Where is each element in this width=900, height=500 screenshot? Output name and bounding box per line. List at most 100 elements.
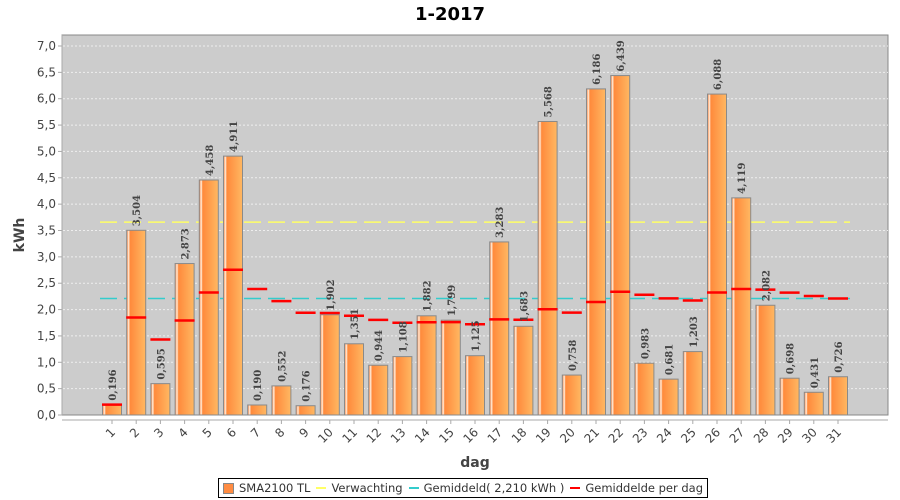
legend-item-verwachting: Verwachting (316, 481, 403, 495)
data-label: 2,082 (761, 270, 772, 301)
x-tick-label: 15 (436, 425, 457, 446)
legend-swatch-line (408, 487, 419, 489)
x-tick-label: 7 (248, 425, 263, 440)
x-tick-label: 30 (799, 425, 820, 446)
bar (223, 155, 243, 416)
x-tick-label: 11 (339, 425, 360, 446)
x-tick-label: 25 (678, 425, 699, 446)
bar (779, 377, 800, 416)
data-label: 0,698 (786, 343, 797, 374)
legend-swatch-line (570, 487, 581, 489)
x-tick-label: 20 (557, 425, 578, 446)
y-axis: 0,0 0,5 1,0 1,5 2,0 2,5 3,0 3,5 4,0 4,5 5,0 5,5 6,0 6… (37, 35, 63, 422)
bar (803, 391, 824, 416)
x-tick-label: 29 (775, 425, 796, 446)
data-label: 1,351 (350, 308, 361, 339)
y-tick-label: 0,5 (37, 382, 56, 396)
data-label: 5,568 (544, 86, 555, 117)
y-tick-label: 4,5 (37, 171, 56, 185)
bar (828, 376, 848, 416)
data-label: 1,882 (423, 280, 434, 311)
data-label: 0,552 (277, 351, 288, 382)
data-labels: 0,196 3,504 0,595 2,873 4,458 4,911 0,190 0,552… (108, 40, 845, 402)
data-label: 0,758 (568, 340, 579, 371)
data-label: 1,799 (447, 285, 458, 316)
x-tick-label: 18 (509, 425, 530, 446)
legend-item-gemiddeld: Gemiddeld( 2,210 kWh ) (408, 481, 565, 495)
data-label: 4,911 (229, 121, 240, 152)
y-tick-label: 6,5 (37, 65, 56, 79)
x-tick-label: 2 (127, 425, 142, 440)
daily-average-markers (102, 268, 848, 406)
y-tick-label: 7,0 (37, 39, 56, 53)
data-label: 2,873 (181, 228, 192, 259)
data-label: 0,190 (253, 370, 264, 401)
bar (295, 405, 316, 416)
legend-label: SMA2100 TL (239, 481, 311, 495)
x-tick-label: 24 (654, 425, 675, 446)
y-tick-label: 5,5 (37, 118, 56, 132)
x-axis-label: dag (460, 455, 490, 471)
legend-swatch-bar (223, 482, 234, 494)
data-label: 0,944 (374, 330, 385, 361)
legend-label: Gemiddeld( 2,210 kWh ) (423, 481, 565, 495)
y-axis-label: kWh (12, 218, 28, 253)
bar (610, 75, 631, 416)
x-tick-label: 21 (581, 425, 602, 446)
legend-label: Verwachting (331, 481, 403, 495)
x-tick-label: 28 (751, 425, 772, 446)
bar (174, 263, 195, 416)
bar (537, 120, 558, 416)
legend-label: Gemiddelde per dag (585, 481, 704, 495)
x-tick-label: 4 (175, 425, 190, 440)
data-label: 4,119 (737, 163, 748, 194)
data-label: 0,196 (108, 369, 119, 400)
data-label: 3,283 (495, 207, 506, 238)
legend-item-gemiddelde-per-dag: Gemiddelde per dag (570, 481, 703, 495)
legend-item-sma2100: SMA2100 TL (223, 481, 310, 495)
bar (368, 364, 389, 416)
x-tick-label: 16 (460, 425, 481, 446)
x-tick-label: 22 (606, 425, 627, 446)
bar (392, 356, 413, 416)
x-tick-label: 27 (727, 425, 748, 446)
y-tick-label: 1,0 (37, 355, 56, 369)
bar (416, 315, 437, 416)
x-tick-label: 8 (272, 425, 287, 440)
data-label: 3,504 (132, 195, 143, 226)
x-tick-label: 10 (315, 425, 336, 446)
data-label: 1,203 (689, 316, 700, 347)
data-label: 0,681 (665, 344, 676, 375)
y-tick-label: 3,0 (37, 250, 56, 264)
data-label: 0,595 (156, 348, 167, 379)
bar (102, 404, 122, 416)
x-tick-label: 14 (412, 425, 433, 446)
data-label: 6,088 (713, 59, 724, 90)
bar (465, 355, 485, 416)
y-tick-label: 2,0 (37, 303, 56, 317)
y-tick-label: 4,0 (37, 197, 56, 211)
bar (440, 319, 461, 416)
data-label: 6,186 (592, 54, 603, 85)
data-label: 0,431 (810, 357, 821, 388)
bar (755, 304, 776, 416)
data-label: 1,125 (471, 320, 482, 351)
bar (319, 314, 340, 416)
y-tick-label: 5,0 (37, 144, 56, 158)
data-label: 0,983 (640, 328, 651, 359)
bar (682, 351, 703, 416)
bar (731, 197, 752, 416)
y-tick-label: 6,0 (37, 92, 56, 106)
x-tick-label: 1 (103, 425, 118, 440)
x-axis: 1 2 3 4 5 6 7 8 9 10 11 12 13 14 15 16 17 18 19 20 21 22 23 24 2… (62, 419, 888, 446)
bar (707, 93, 727, 416)
x-tick-label: 9 (296, 425, 311, 440)
x-tick-label: 23 (630, 425, 651, 446)
bar (271, 385, 292, 416)
bar (150, 383, 171, 416)
x-tick-label: 12 (364, 425, 385, 446)
bar (198, 179, 219, 416)
x-tick-label: 3 (151, 425, 166, 440)
data-label: 1,902 (326, 279, 337, 310)
